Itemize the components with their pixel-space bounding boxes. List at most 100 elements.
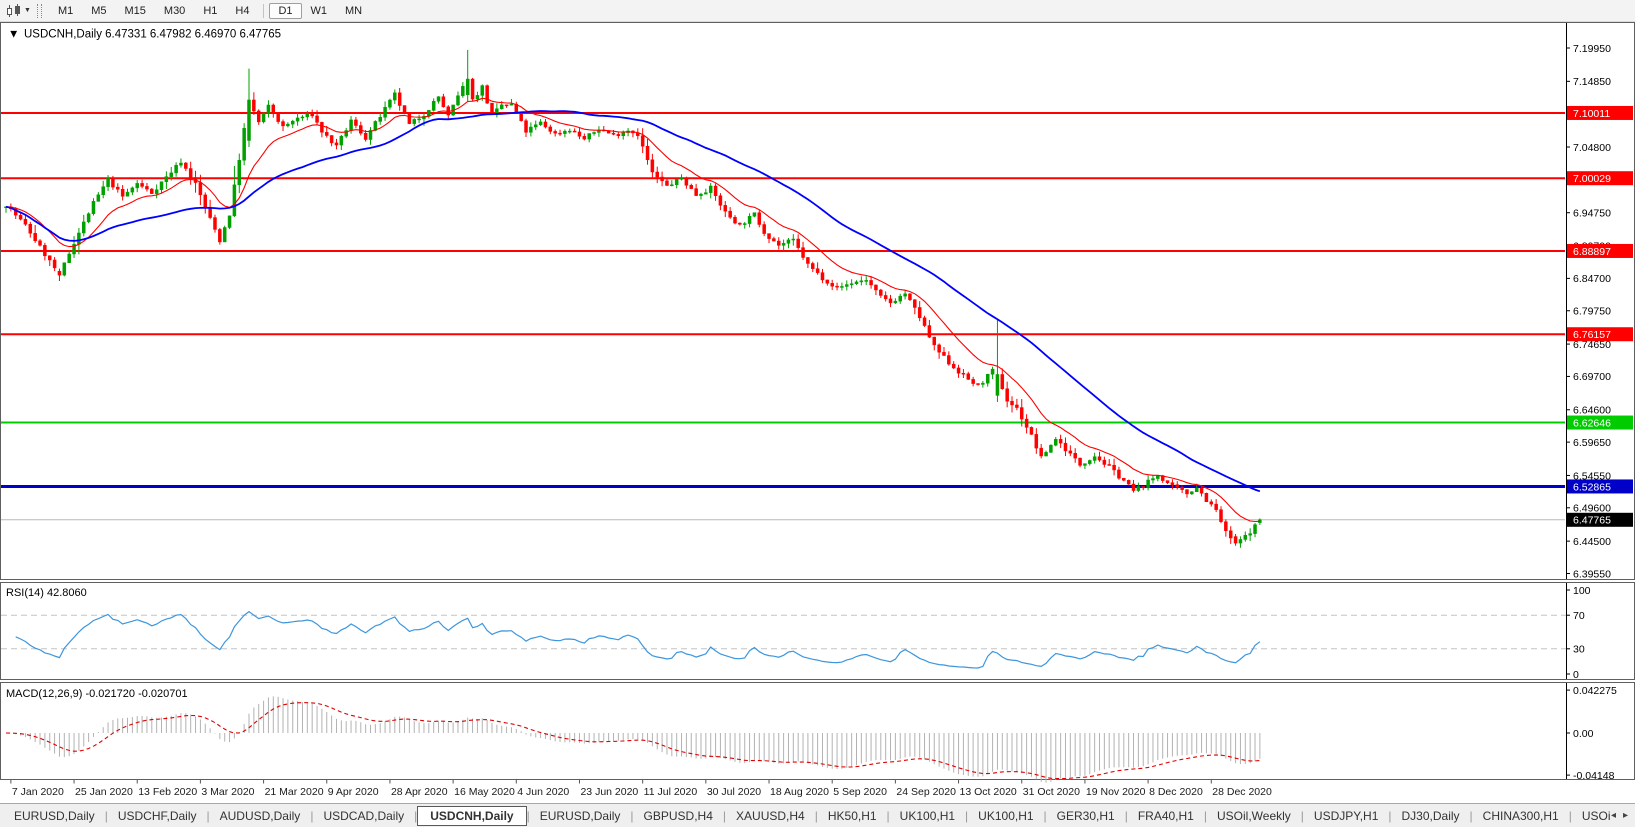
symbol-tab-5-eurusd-daily[interactable]: EURUSD,Daily <box>539 808 621 823</box>
candle-body <box>407 112 412 124</box>
candle-body <box>1073 453 1077 459</box>
candle-body <box>1097 456 1102 461</box>
candle-body <box>159 181 164 190</box>
tab-scroll-left-icon[interactable]: ◂ <box>1610 810 1616 821</box>
chart-area[interactable]: 7.199507.148507.098507.048006.997506.947… <box>0 22 1635 803</box>
candle-body <box>1068 450 1073 454</box>
timeframe-button-m15[interactable]: M15 <box>124 4 146 17</box>
symbol-tab-9-uk100-h1[interactable]: UK100,H1 <box>899 808 956 823</box>
candle-body <box>222 227 227 243</box>
price-tick-label: 6.94750 <box>1573 208 1611 220</box>
symbol-tab-0-eurusd-daily[interactable]: EURUSD,Daily <box>14 808 95 823</box>
collapse-indicator-icon[interactable]: ▼ <box>8 29 19 41</box>
symbol-tab-12-fra40-h1[interactable]: FRA40,H1 <box>1137 808 1194 823</box>
symbol-tab-16-china300-h1[interactable]: CHINA300,H1 <box>1482 808 1559 823</box>
candle-body <box>806 257 810 264</box>
candle-body <box>23 218 28 225</box>
price-tick-label: 6.54550 <box>1573 470 1611 482</box>
price-tick-label: 6.69700 <box>1573 371 1611 383</box>
candle-body <box>956 367 961 374</box>
symbol-tab-6-gbpusd-h4[interactable]: GBPUSD,H4 <box>643 808 713 823</box>
date-tick-label: 19 Nov 2020 <box>1086 786 1146 798</box>
tab-separator: | <box>1388 808 1392 823</box>
toolbar-drag-handle[interactable] <box>36 3 42 18</box>
candle-body <box>611 132 616 135</box>
support-price-box <box>1567 415 1633 430</box>
ema-13-line <box>5 97 1260 523</box>
timeframe-button-d1[interactable]: D1 <box>269 2 302 19</box>
symbol-tab-4-usdcnh-daily[interactable]: USDCNH,Daily <box>417 805 527 826</box>
price-axis[interactable]: 7.199507.148507.098507.048006.997506.947… <box>1566 43 1611 580</box>
candle-body <box>397 92 402 106</box>
candle-body <box>582 136 587 140</box>
chart-period-dropdown-icon[interactable]: ▼ <box>24 7 31 14</box>
symbol-tab-14-usdjpy-h1[interactable]: USDJPY,H1 <box>1313 808 1379 823</box>
timeframe-button-h4[interactable]: H4 <box>235 4 250 17</box>
candle-body <box>227 215 232 228</box>
candle-body <box>18 214 23 220</box>
timeframe-button-h1[interactable]: H1 <box>203 4 218 17</box>
price-tick-label: 6.79750 <box>1573 306 1611 318</box>
candle-body <box>490 102 494 115</box>
timeframe-button-w1[interactable]: W1 <box>310 4 328 17</box>
candle-body <box>791 238 796 241</box>
candle-body <box>1214 503 1218 510</box>
candle-body <box>723 205 728 212</box>
candle-body <box>825 279 830 284</box>
main-plot[interactable] <box>0 49 1566 548</box>
candle-body <box>538 121 543 125</box>
symbol-tab-7-xauusd-h4[interactable]: XAUUSD,H4 <box>736 808 805 823</box>
candle-body <box>645 145 650 160</box>
symbol-tab-11-ger30-h1[interactable]: GER30,H1 <box>1056 808 1115 823</box>
candle-body <box>402 105 407 114</box>
candle-body <box>990 368 995 375</box>
timeframe-button-mn[interactable]: MN <box>345 4 363 17</box>
symbol-tab-1-usdchf-daily[interactable]: USDCHF,Daily <box>117 808 197 823</box>
main-chart-panel[interactable] <box>0 22 1635 580</box>
candle-body <box>67 253 71 263</box>
tab-separator: | <box>310 808 314 823</box>
symbol-tab-13-usoil-weekly[interactable]: USOil,Weekly <box>1216 808 1291 823</box>
candle-body <box>441 96 446 108</box>
candle-body <box>811 263 815 269</box>
symbol-tab-8-hk50-h1[interactable]: HK50,H1 <box>827 808 877 823</box>
tab-scroll-right-icon[interactable]: ▸ <box>1622 810 1628 821</box>
candle-body <box>679 178 684 180</box>
candle-body <box>903 293 907 297</box>
timeframe-button-m30[interactable]: M30 <box>163 4 186 17</box>
rsi-panel[interactable] <box>0 582 1635 680</box>
candle-body <box>305 113 310 118</box>
candle-body <box>932 336 937 346</box>
candle-body <box>922 317 927 326</box>
candle-body <box>256 110 261 123</box>
candle-body <box>1117 469 1121 479</box>
price-tick-label: 6.39550 <box>1573 568 1611 580</box>
date-axis[interactable]: 7 Jan 2020 25 Jan 2020 13 Feb 2020 3 Mar 20… <box>10 780 1272 798</box>
candle-body <box>344 130 348 137</box>
tab-separator: | <box>104 808 108 823</box>
candle-body <box>145 186 149 190</box>
chart-period-icon[interactable] <box>5 3 23 18</box>
candle-body <box>674 178 679 185</box>
candle-body <box>150 188 154 194</box>
candle-body <box>237 160 242 186</box>
symbol-tab-15-dj30-daily[interactable]: DJ30,Daily <box>1401 808 1460 823</box>
candle-body <box>869 280 873 286</box>
candle-body <box>33 232 37 242</box>
symbol-tab-10-uk100-h1[interactable]: UK100,H1 <box>978 808 1034 823</box>
candle-body <box>315 115 319 123</box>
candle-body <box>563 130 567 134</box>
timeframe-button-m1[interactable]: M1 <box>57 4 74 17</box>
candle-body <box>1219 509 1223 522</box>
candle-body <box>815 268 820 273</box>
support-price-label: 6.52865 <box>1573 481 1611 493</box>
candle-body <box>174 164 178 174</box>
symbol-tab-17-usoil-[interactable]: USOil, <box>1581 808 1611 823</box>
rsi-tick-label: 100 <box>1573 585 1591 597</box>
candle-body <box>1058 439 1063 444</box>
timeframe-button-m5[interactable]: M5 <box>91 4 107 17</box>
candle-body <box>874 284 878 291</box>
symbol-tab-2-audusd-daily[interactable]: AUDUSD,Daily <box>219 808 301 823</box>
symbol-tab-3-usdcad-daily[interactable]: USDCAD,Daily <box>323 808 405 823</box>
candle-body <box>218 229 222 243</box>
